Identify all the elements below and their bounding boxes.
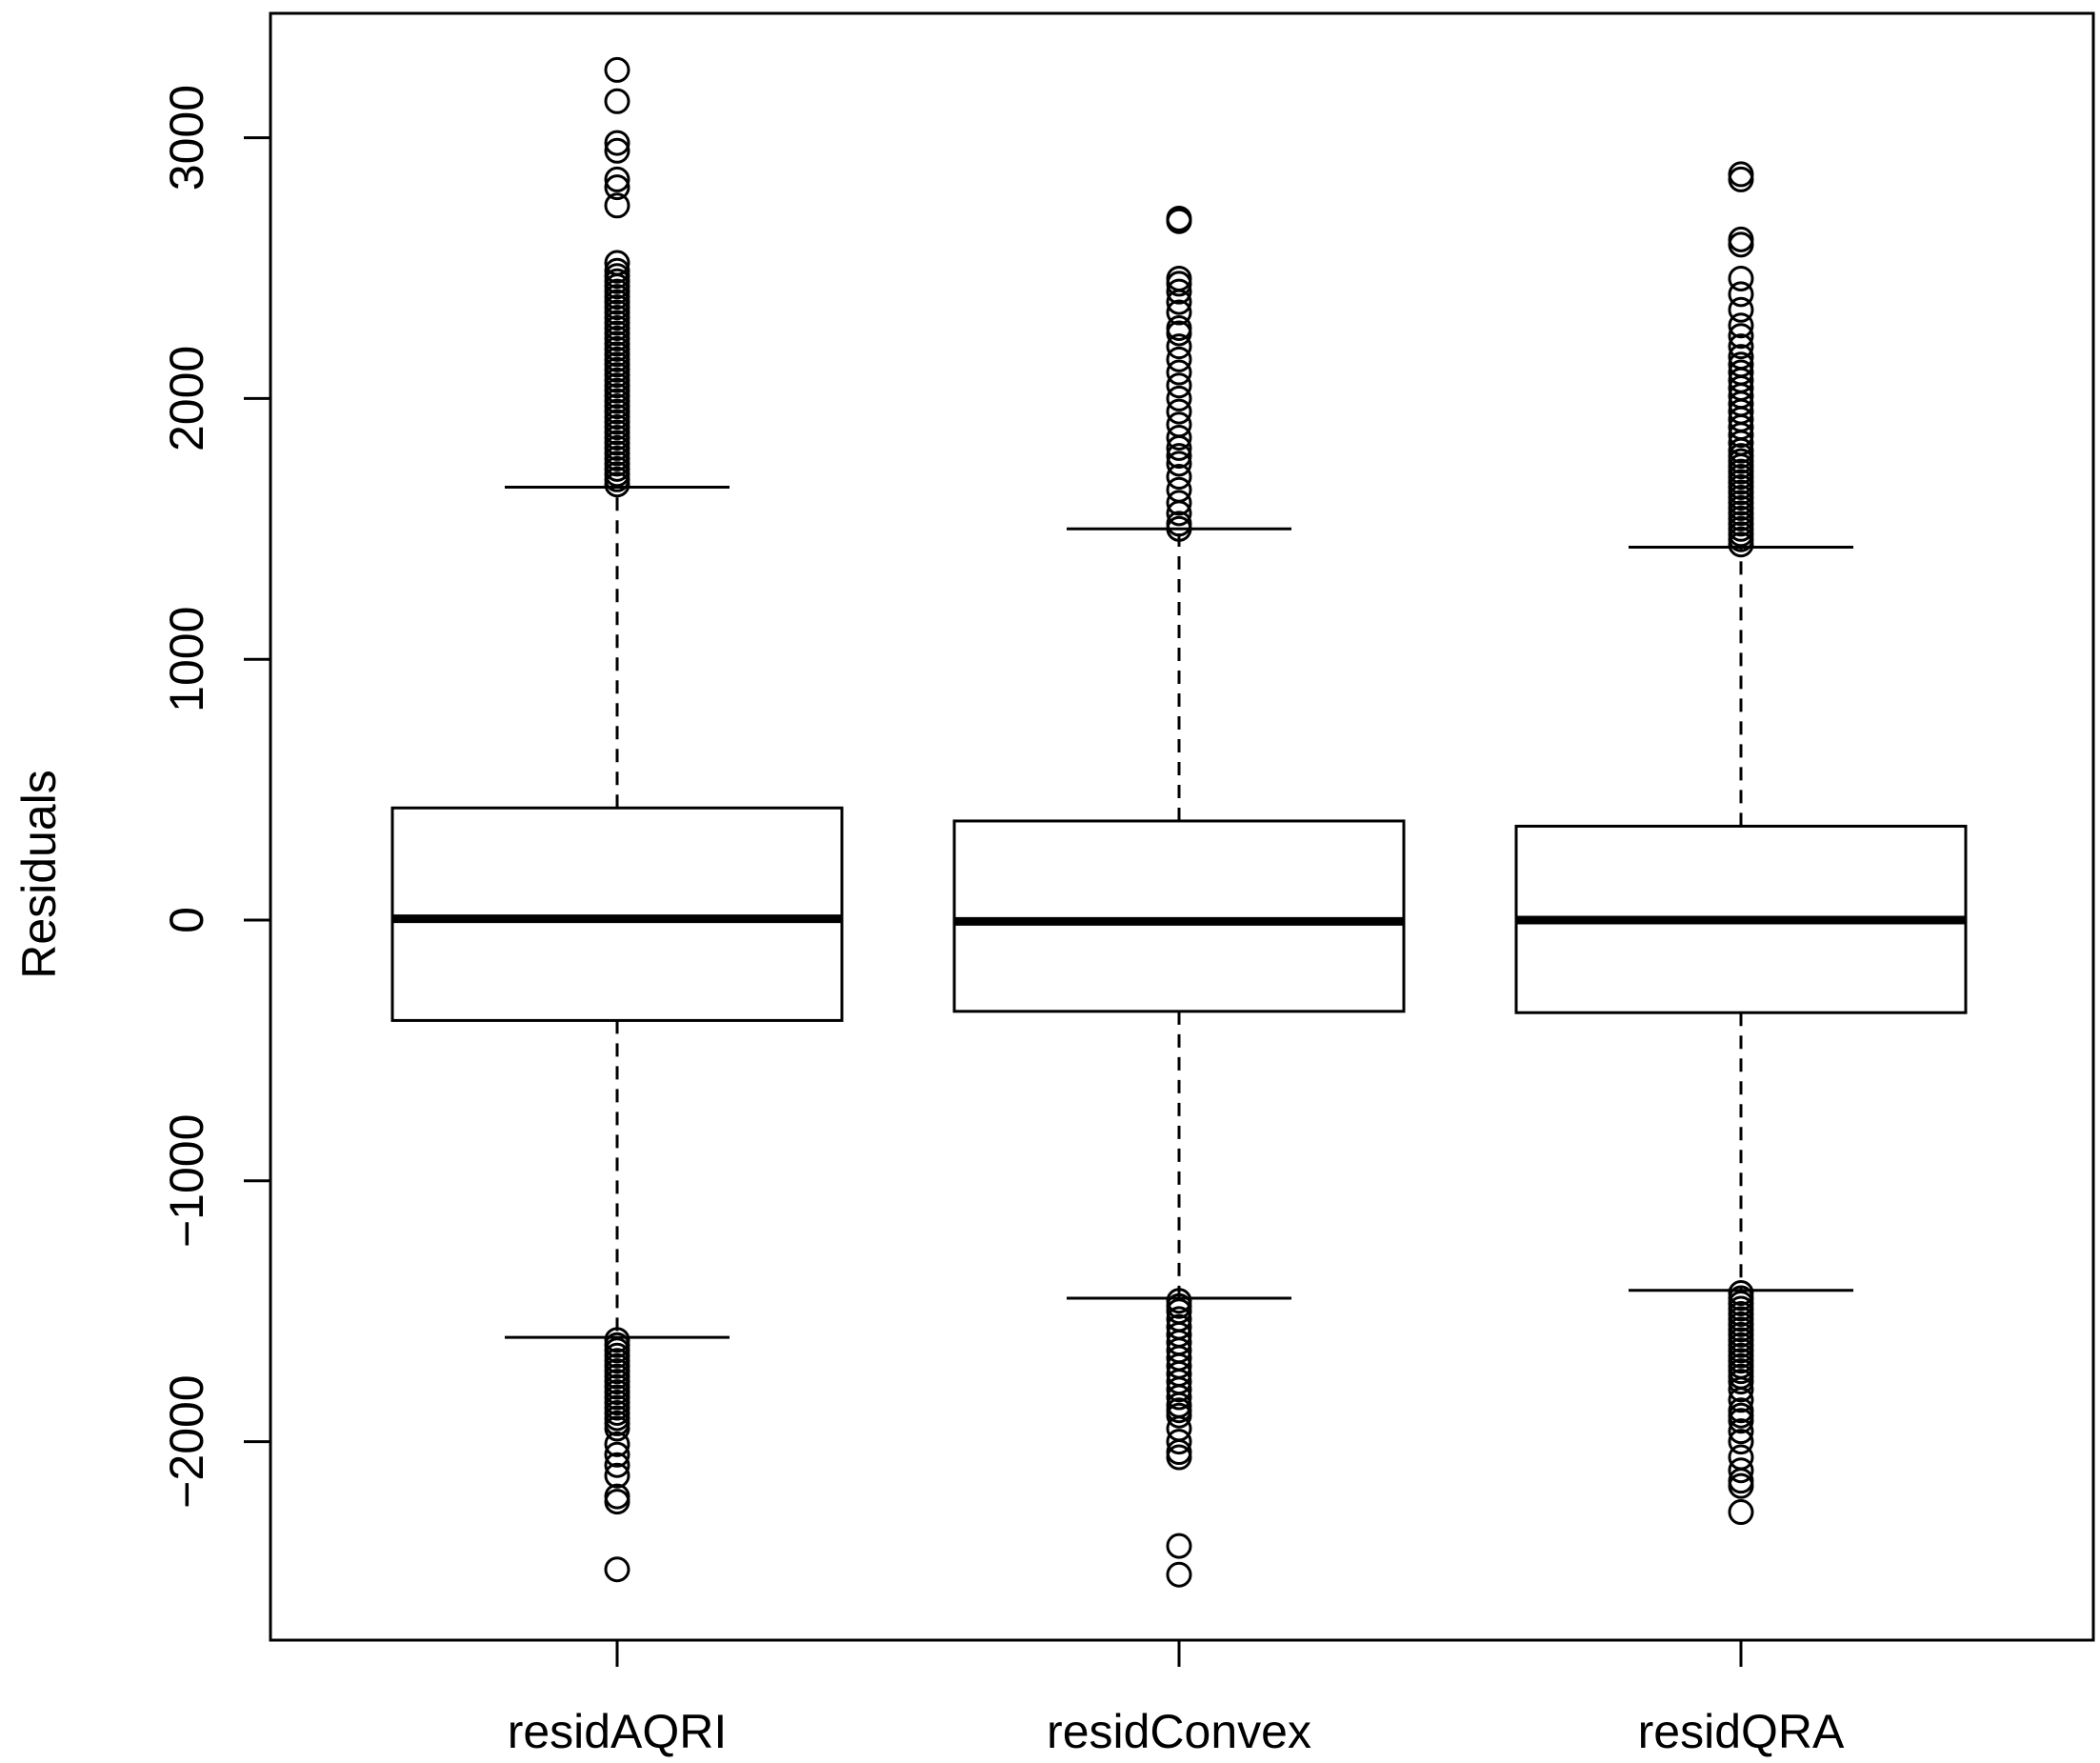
y-tick-label: 1000: [160, 607, 213, 712]
outlier-point: [1166, 398, 1192, 425]
y-tick-label: 3000: [160, 85, 213, 190]
outlier-point: [1166, 1384, 1192, 1411]
outlier-point: [1166, 1561, 1192, 1588]
outlier-point: [1166, 372, 1192, 399]
outlier-point: [1728, 1376, 1754, 1403]
outlier-point: [1166, 1376, 1192, 1403]
outlier-point: [1166, 1533, 1192, 1559]
outlier-point: [1728, 1408, 1754, 1434]
outlier-point: [1728, 323, 1754, 350]
outlier-point: [1728, 231, 1754, 258]
outlier-point: [1728, 226, 1754, 252]
outlier-point: [1166, 476, 1192, 503]
iqr-box: [952, 819, 1406, 1013]
y-tick-label: −2000: [160, 1374, 213, 1508]
y-tick-label: 0: [160, 907, 213, 933]
outlier-point: [1166, 464, 1192, 491]
outlier-point: [1728, 351, 1754, 378]
outlier-point: [604, 1483, 630, 1510]
outlier-point: [1728, 281, 1754, 308]
outlier-point: [1166, 443, 1192, 470]
iqr-box: [390, 806, 844, 1022]
outlier-point: [1728, 265, 1754, 291]
outlier-point: [604, 1431, 630, 1457]
outlier-point: [1166, 265, 1192, 291]
outlier-point: [604, 1462, 630, 1489]
outlier-point: [1166, 320, 1192, 347]
outlier-point: [604, 1556, 630, 1583]
x-tick-label: residAQRI: [508, 1705, 728, 1758]
outlier-point: [1166, 333, 1192, 360]
outlier-point: [1166, 1402, 1192, 1429]
outlier-point: [1728, 1387, 1754, 1413]
outlier-point: [1728, 344, 1754, 371]
x-axis: residAQRI residConvex residQRA: [508, 1640, 1845, 1758]
outlier-point: [1728, 1369, 1754, 1395]
boxes: [390, 56, 1968, 1588]
outlier-point: [1166, 346, 1192, 372]
outlier-point: [604, 1415, 630, 1442]
outlier-point: [604, 250, 630, 276]
y-axis-label: Residuals: [12, 770, 66, 979]
outlier-point: [1166, 314, 1192, 341]
outlier-point: [604, 88, 630, 114]
outlier-point: [604, 257, 630, 284]
outlier-point: [604, 1452, 630, 1478]
outlier-point: [1166, 385, 1192, 411]
outlier-point: [1166, 451, 1192, 477]
outlier-point: [1166, 278, 1192, 305]
outlier-point: [1728, 1444, 1754, 1471]
outlier-point: [1728, 1457, 1754, 1484]
outlier-point: [604, 130, 630, 156]
outlier-point: [604, 56, 630, 83]
box-residConvex: [952, 205, 1406, 1588]
outlier-point: [1166, 1444, 1192, 1471]
outlier-point: [1166, 359, 1192, 386]
y-tick-label: 2000: [160, 346, 213, 451]
outlier-point: [1728, 1473, 1754, 1499]
box-residQRA: [1514, 161, 1968, 1526]
outlier-point: [1728, 333, 1754, 360]
outlier-point: [1166, 1429, 1192, 1455]
x-tick-label: residQRA: [1638, 1705, 1845, 1758]
outlier-point: [1728, 312, 1754, 339]
outlier-point: [604, 192, 630, 219]
x-tick-label: residConvex: [1047, 1705, 1311, 1758]
y-tick-label: −1000: [160, 1114, 213, 1248]
box-residAQRI: [390, 56, 844, 1583]
outlier-point: [1728, 161, 1754, 188]
outlier-point: [1166, 511, 1192, 537]
outlier-point: [1166, 299, 1192, 326]
outlier-point: [1166, 411, 1192, 438]
outlier-point: [604, 1489, 630, 1515]
outlier-point: [604, 174, 630, 201]
outlier-point: [604, 166, 630, 192]
outlier-point: [1728, 359, 1754, 386]
outlier-point: [1728, 1429, 1754, 1455]
outlier-point: [1728, 1499, 1754, 1526]
outlier-point: [1728, 166, 1754, 192]
outlier-point: [1728, 296, 1754, 323]
outlier-point: [1166, 424, 1192, 451]
outlier-point: [1728, 1418, 1754, 1445]
outlier-point: [604, 1441, 630, 1468]
outlier-point: [604, 137, 630, 164]
outlier-point: [1166, 205, 1192, 231]
y-axis: −2000 −1000 0 1000 2000 3000: [160, 85, 272, 1509]
outlier-point: [1166, 490, 1192, 516]
